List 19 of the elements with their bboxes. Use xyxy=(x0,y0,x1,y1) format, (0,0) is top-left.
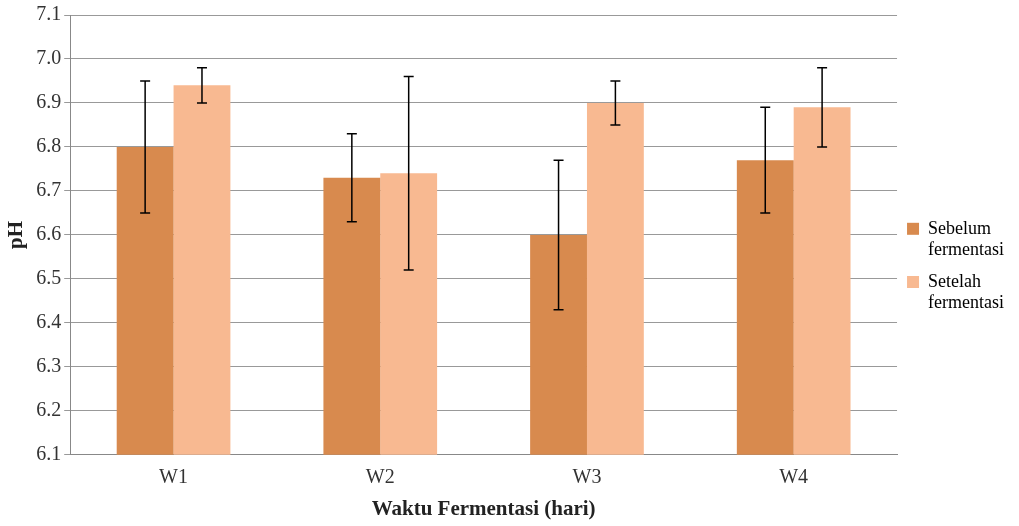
y-tick-label: 6.6 xyxy=(36,222,62,245)
x-tick-label: W3 xyxy=(572,465,602,488)
y-tick-label: 6.1 xyxy=(36,442,62,465)
y-tick-label: 6.2 xyxy=(36,398,62,421)
y-tick-label: 6.3 xyxy=(36,354,62,377)
y-tick-label: 7.1 xyxy=(36,2,62,25)
x-axis-title: Waktu Fermentasi (hari) xyxy=(371,495,596,520)
y-tick-label: 6.7 xyxy=(36,178,62,201)
y-tick-label: 6.4 xyxy=(36,310,62,333)
x-tick-label: W4 xyxy=(779,465,809,488)
y-tick-label: 7.0 xyxy=(36,46,62,69)
legend-label: Setelah fermentasi xyxy=(928,270,1004,313)
y-tick-label: 6.8 xyxy=(36,134,62,157)
y-tick-label: 6.9 xyxy=(36,90,62,113)
y-axis-title: pH xyxy=(3,220,28,249)
legend-label: Sebelum fermentasi xyxy=(928,217,1004,260)
y-tick-label: 6.5 xyxy=(36,266,62,289)
x-tick-label: W1 xyxy=(159,465,188,488)
x-tick-label: W2 xyxy=(365,465,395,488)
